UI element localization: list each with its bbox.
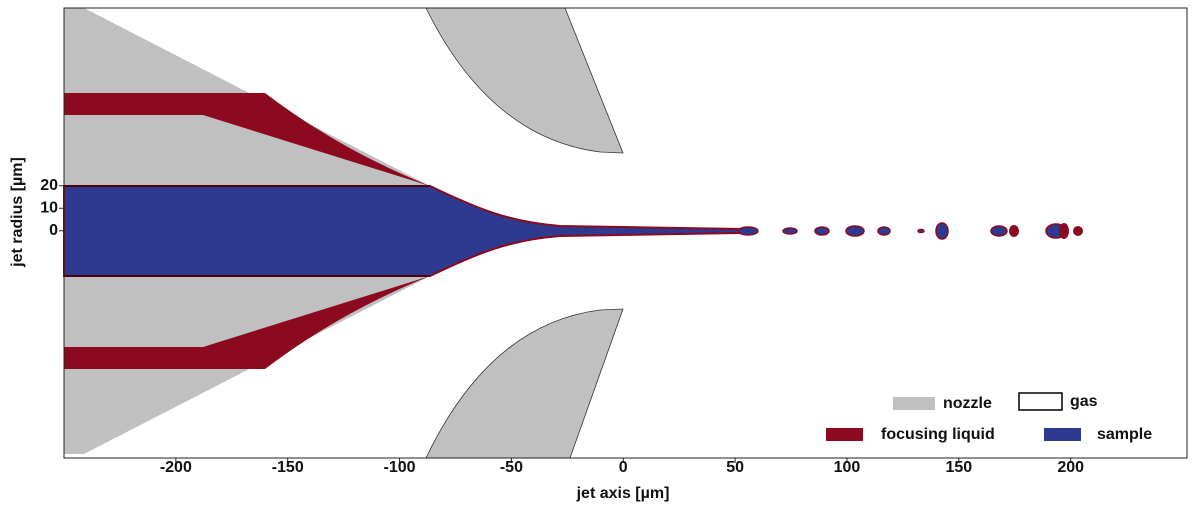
legend-label: focusing liquid bbox=[881, 426, 995, 443]
y-tick-label: 20 bbox=[40, 177, 58, 194]
x-tick-label: 50 bbox=[726, 459, 744, 476]
plot-frame bbox=[63, 7, 1188, 459]
droplet bbox=[1009, 225, 1019, 237]
legend-label: gas bbox=[1070, 393, 1098, 410]
legend-label: nozzle bbox=[943, 395, 992, 412]
droplets bbox=[737, 222, 1083, 240]
legend-swatch bbox=[1044, 428, 1081, 441]
y-tick-label: 10 bbox=[40, 199, 58, 216]
legend-swatch bbox=[893, 397, 935, 410]
x-tick-label: -150 bbox=[272, 459, 304, 476]
droplet bbox=[935, 222, 949, 240]
legend-label: sample bbox=[1097, 426, 1152, 443]
droplet bbox=[917, 228, 925, 234]
x-tick-label: -50 bbox=[500, 459, 523, 476]
legend-swatch bbox=[1018, 392, 1063, 411]
y-axis-label: jet radius [µm] bbox=[9, 157, 26, 268]
droplet bbox=[737, 226, 759, 236]
focusing-channel bbox=[64, 276, 430, 369]
nozzle-lens bbox=[425, 308, 624, 459]
x-tick-label: 150 bbox=[945, 459, 972, 476]
droplet bbox=[782, 227, 798, 235]
sample-jet bbox=[63, 185, 741, 277]
x-axis-label: jet axis [µm] bbox=[576, 485, 670, 502]
droplet bbox=[1073, 226, 1083, 236]
x-tick-label: 0 bbox=[619, 459, 628, 476]
droplet bbox=[877, 226, 891, 236]
x-tick-label: -100 bbox=[384, 459, 416, 476]
x-tick-label: -200 bbox=[160, 459, 192, 476]
droplet bbox=[990, 225, 1008, 237]
x-tick-label: 100 bbox=[834, 459, 861, 476]
focusing-channel bbox=[64, 93, 430, 186]
droplet bbox=[1059, 223, 1069, 239]
legend: nozzle gas focusing liquid sample bbox=[826, 392, 1152, 443]
nozzle-lens bbox=[425, 7, 624, 154]
simulation-field bbox=[63, 7, 1083, 459]
droplet bbox=[814, 226, 830, 236]
x-tick-label: 200 bbox=[1057, 459, 1084, 476]
droplet bbox=[845, 225, 865, 237]
legend-swatch bbox=[826, 428, 863, 441]
y-tick-label: 0 bbox=[49, 222, 58, 239]
